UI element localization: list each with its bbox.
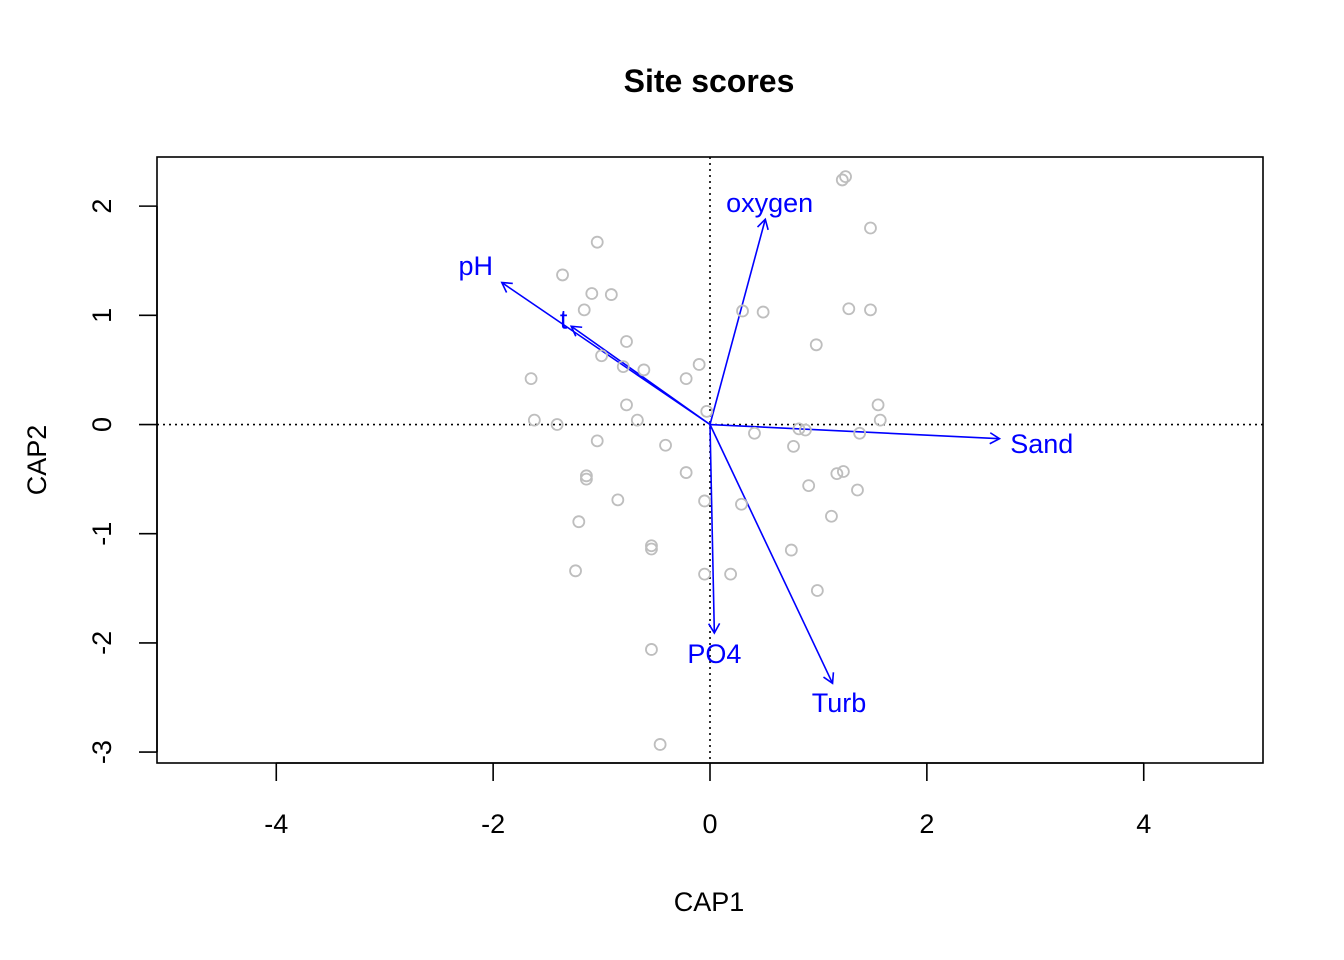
x-axis: -4 -2 0 2 4: [264, 762, 1151, 839]
arrow-shaft: [709, 424, 834, 684]
site-point: [616, 360, 630, 374]
site-point: [825, 509, 838, 523]
site-point: [864, 303, 877, 317]
y-axis: -3 -2 -1 0 1 2: [87, 199, 158, 764]
x-axis-label: CAP1: [674, 887, 745, 917]
label-t: t: [560, 305, 568, 335]
biplot-labels: oxygen pH t Sand PO4 Turb: [459, 188, 1074, 718]
site-point: [864, 221, 877, 235]
site-point: [637, 363, 651, 377]
label-oxygen: oxygen: [726, 188, 813, 218]
site-point: [577, 303, 591, 317]
x-tick-label: 0: [702, 809, 717, 839]
site-point: [550, 418, 564, 431]
arrow-head: [707, 623, 721, 635]
site-point: [698, 494, 711, 508]
x-tick-label: -4: [264, 809, 288, 839]
site-point: [679, 372, 693, 386]
site-point: [787, 439, 800, 453]
arrow-head: [756, 217, 769, 231]
x-tick-label: 2: [919, 809, 934, 839]
label-turb: Turb: [812, 688, 867, 718]
y-tick-label: 2: [87, 199, 117, 214]
label-po4: PO4: [687, 639, 741, 669]
site-point: [700, 405, 714, 418]
site-point: [784, 543, 798, 557]
site-point: [748, 426, 761, 440]
arrow-head: [569, 325, 583, 337]
arrow-turb: [709, 424, 835, 685]
site-point: [809, 338, 823, 352]
arrow-shaft: [709, 424, 716, 634]
chart-title: Site scores: [624, 63, 795, 99]
site-point: [604, 288, 618, 301]
site-point: [853, 426, 867, 440]
site-point: [579, 472, 593, 486]
site-point: [799, 423, 812, 437]
site-points: [524, 170, 887, 751]
y-tick-label: -3: [87, 740, 117, 764]
site-point: [645, 539, 658, 553]
site-point: [871, 398, 885, 412]
site-point: [645, 542, 658, 556]
arrow-po4: [707, 424, 721, 635]
site-point: [620, 335, 633, 348]
y-tick-label: 1: [87, 308, 117, 323]
site-point: [524, 372, 538, 386]
site-point: [572, 515, 586, 529]
biplot-arrows: [500, 217, 1002, 685]
label-sand: Sand: [1010, 429, 1073, 459]
site-point: [802, 479, 816, 493]
site-point: [692, 358, 706, 371]
site-point: [792, 422, 806, 436]
site-point: [851, 483, 864, 497]
arrow-oxygen: [709, 217, 769, 425]
site-point: [735, 497, 748, 511]
site-point: [842, 302, 856, 316]
site-point: [645, 643, 658, 656]
site-point: [659, 438, 672, 452]
arrow-head: [989, 432, 1002, 445]
site-point: [630, 413, 644, 427]
y-tick-label: -1: [87, 522, 117, 546]
site-point: [698, 567, 711, 581]
site-point: [590, 235, 604, 249]
site-point: [585, 287, 599, 300]
y-tick-label: -2: [87, 631, 117, 655]
y-axis-label: CAP2: [22, 425, 52, 496]
arrow-shaft: [709, 219, 767, 425]
site-point: [839, 170, 852, 184]
site-point: [830, 467, 844, 481]
site-point: [620, 398, 633, 412]
site-point: [569, 564, 582, 578]
site-point: [611, 493, 625, 507]
site-point: [756, 305, 770, 319]
site-point: [810, 584, 824, 597]
site-point: [653, 738, 667, 751]
site-point: [590, 434, 604, 448]
arrow-head: [500, 281, 513, 293]
x-tick-label: 4: [1136, 809, 1151, 839]
site-point: [873, 413, 887, 427]
arrow-head: [823, 672, 835, 685]
site-point: [836, 465, 850, 478]
label-ph: pH: [459, 251, 494, 281]
site-point: [736, 304, 749, 318]
site-point: [579, 469, 593, 483]
site-point: [724, 567, 738, 581]
site-point: [679, 466, 693, 479]
site-point: [556, 268, 569, 282]
x-tick-label: -2: [481, 809, 505, 839]
site-point: [527, 413, 541, 427]
site-point: [595, 349, 608, 363]
site-point: [835, 173, 849, 187]
y-tick-label: 0: [87, 417, 117, 432]
